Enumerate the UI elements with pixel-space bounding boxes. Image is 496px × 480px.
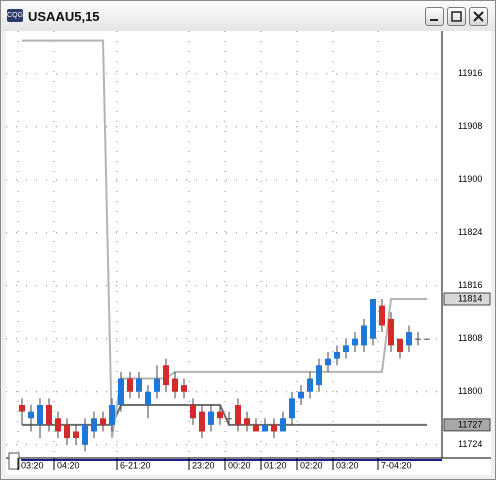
- window-title: USAAU5,15: [28, 9, 100, 24]
- candle-body: [145, 391, 151, 405]
- x-tick-label: 7-04:20: [381, 460, 412, 470]
- candle-body: [190, 405, 196, 419]
- candle-body: [199, 411, 205, 432]
- scroll-bar: [21, 459, 442, 461]
- x-tick-label: 03:20: [336, 460, 359, 470]
- price-marker: [443, 418, 491, 432]
- maximize-button[interactable]: [447, 7, 466, 26]
- candle-body: [280, 418, 286, 432]
- candle-body: [82, 424, 88, 445]
- candle-body: [361, 325, 367, 346]
- y-tick-label: 11900: [458, 174, 482, 184]
- candle-body: [352, 338, 358, 346]
- candle-body: [55, 418, 61, 432]
- price-marker-label: 11727: [458, 419, 482, 429]
- close-button[interactable]: [469, 7, 488, 26]
- candle-body: [406, 332, 412, 346]
- candle-body: [370, 299, 376, 339]
- candle-body: [172, 378, 178, 392]
- candle-body: [307, 378, 313, 392]
- candle-body: [154, 378, 160, 392]
- candle-body: [325, 358, 331, 366]
- candle-body: [244, 418, 250, 425]
- candle-body: [163, 365, 169, 386]
- x-tick-label: 6-21:20: [120, 460, 151, 470]
- scroll-box: [8, 452, 20, 470]
- candle-body: [271, 424, 277, 432]
- candle-body: [19, 405, 25, 412]
- y-tick-label: 11824: [458, 227, 482, 237]
- y-tick-label: 11808: [458, 333, 482, 343]
- y-tick-label: 11908: [458, 121, 482, 131]
- x-tick-label: 01:20: [264, 460, 287, 470]
- chart-background: [6, 31, 491, 475]
- candle-body: [415, 338, 421, 340]
- candle-body: [73, 431, 79, 439]
- y-tick-label: 11916: [458, 68, 482, 78]
- app-icon: CQG: [7, 9, 23, 22]
- candle-body: [28, 411, 34, 419]
- candle-body: [334, 352, 340, 359]
- candle-body: [64, 424, 70, 439]
- title-bar: CQG USAAU5,15: [1, 1, 495, 31]
- candle-body: [37, 405, 43, 425]
- candle-body: [100, 418, 106, 425]
- indicator-line: [22, 404, 427, 426]
- y-tick-label: 11800: [458, 386, 482, 396]
- x-tick-label: 23:20: [192, 460, 215, 470]
- candle-body: [316, 365, 322, 386]
- candle-body: [91, 418, 97, 432]
- x-tick-label: 00:20: [228, 460, 251, 470]
- candle-body: [262, 424, 268, 432]
- candle-body: [217, 411, 223, 419]
- candle-body: [424, 338, 430, 340]
- x-tick-label: 03:20: [21, 460, 44, 470]
- price-marker: [443, 292, 491, 306]
- candle-body: [298, 391, 304, 399]
- x-tick-label: 02:20: [300, 460, 323, 470]
- x-tick-label: 04:20: [57, 460, 80, 470]
- candle-body: [289, 398, 295, 419]
- candle-body: [253, 424, 259, 432]
- candle-body: [46, 405, 52, 425]
- chart: 11916 11908 11900 11824 11816 11808 11800 11724…: [6, 31, 491, 475]
- y-tick-label: 11724: [458, 439, 482, 449]
- candle-body: [118, 378, 124, 405]
- candle-body: [109, 405, 115, 425]
- candle-body: [181, 385, 187, 392]
- candle-body: [208, 411, 214, 425]
- candle-body: [127, 378, 133, 392]
- candle-body: [235, 405, 241, 425]
- minimize-button[interactable]: [425, 7, 444, 26]
- candle-body: [379, 305, 385, 326]
- price-marker-label: 11814: [458, 293, 482, 303]
- candle-body: [136, 378, 142, 392]
- candle-body: [388, 318, 394, 346]
- indicator-line: [22, 39, 427, 439]
- candle-body: [397, 338, 403, 352]
- y-tick-label: 11816: [458, 280, 482, 290]
- candle-body: [343, 345, 349, 352]
- candle-body: [226, 418, 232, 420]
